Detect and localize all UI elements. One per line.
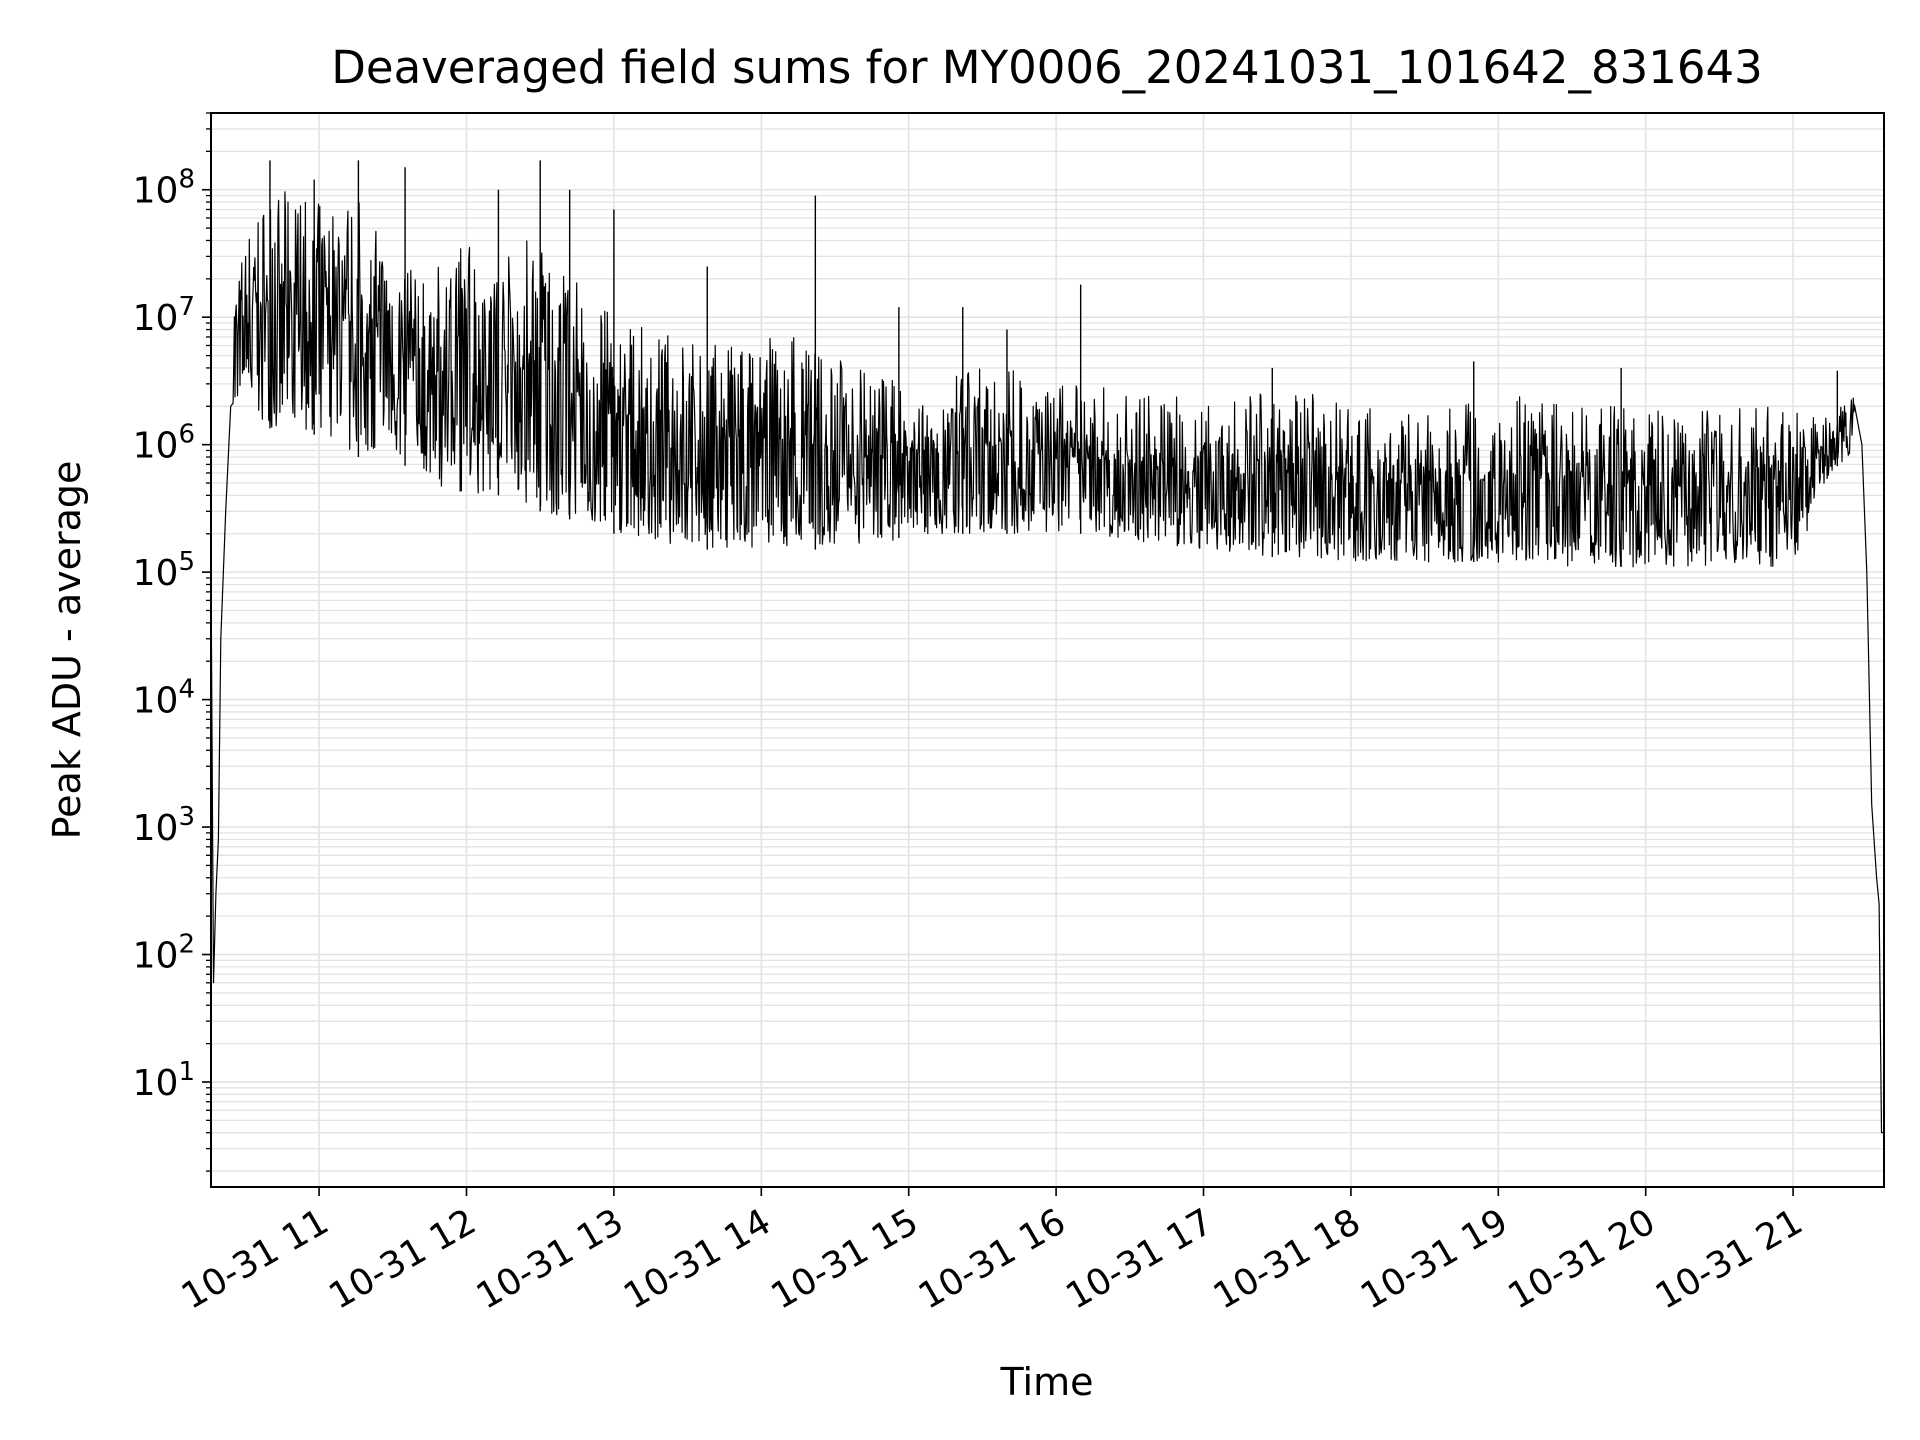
chart-title: Deaveraged field sums for MY0006_2024103… — [331, 41, 1763, 94]
y-tick-label: 102 — [133, 930, 195, 977]
y-tick-label: 106 — [133, 420, 195, 467]
y-tick-label: 108 — [133, 165, 195, 212]
y-tick-label: 105 — [133, 547, 195, 594]
plot-frame — [210, 112, 1885, 1188]
y-axis-label: Peak ADU - average — [45, 461, 89, 840]
y-tick-label: 103 — [133, 802, 195, 849]
y-axis-ticks: 101 102 103 104 105 106 107 108 — [133, 112, 211, 1172]
y-tick-label: 104 — [133, 675, 195, 722]
grid — [211, 112, 1884, 1187]
y-tick-label: 107 — [133, 292, 195, 339]
x-axis-label: Time — [1000, 1360, 1094, 1404]
series-layer — [210, 160, 1884, 1134]
series-line — [210, 191, 1884, 1134]
y-tick-label: 101 — [133, 1057, 195, 1104]
